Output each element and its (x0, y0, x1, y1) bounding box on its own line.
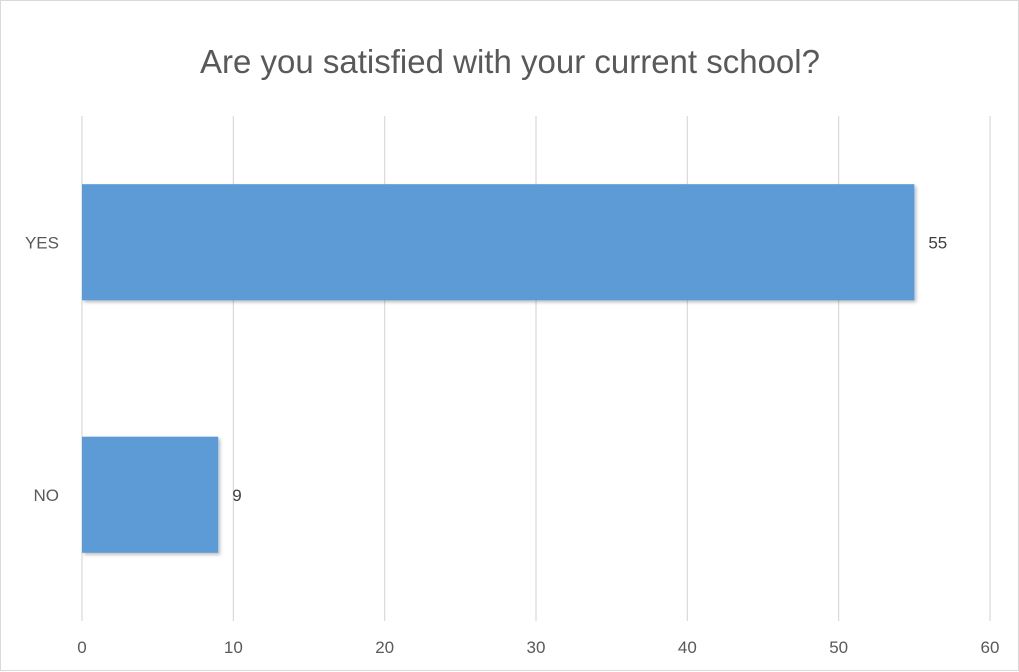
x-tick-label: 10 (224, 638, 243, 657)
x-tick-label: 20 (375, 638, 394, 657)
bar-yes (82, 184, 915, 301)
chart-title: Are you satisfied with your current scho… (200, 43, 820, 80)
bar-no (82, 436, 219, 553)
x-tick-label: 0 (77, 638, 86, 657)
x-tick-label: 50 (829, 638, 848, 657)
x-axis-tick-labels: 0 10 20 30 40 50 60 (77, 638, 999, 657)
x-tick-label: 40 (678, 638, 697, 657)
category-label: YES (25, 233, 59, 252)
data-label: 9 (232, 486, 241, 505)
bars (82, 184, 915, 553)
data-labels: 55 9 (232, 233, 947, 505)
category-label: NO (34, 486, 60, 505)
x-tick-label: 60 (981, 638, 1000, 657)
x-tick-label: 30 (527, 638, 546, 657)
category-labels: YES NO (25, 233, 59, 505)
data-label: 55 (928, 233, 947, 252)
